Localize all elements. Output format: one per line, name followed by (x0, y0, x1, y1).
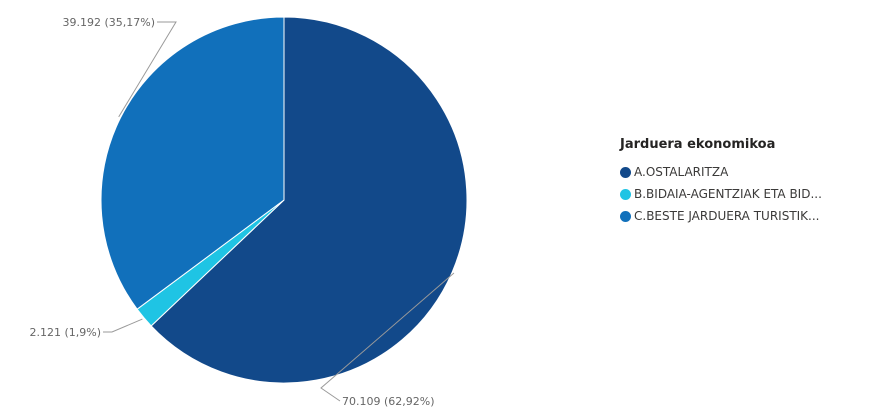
data-label-b: 2.121 (1,9%) (29, 326, 101, 339)
data-label-c: 39.192 (35,17%) (62, 16, 155, 29)
legend-label-a: A.OSTALARITZA (634, 165, 729, 179)
legend-label-c: C.BESTE JARDUERA TURISTIK... (634, 209, 820, 223)
legend-title: Jarduera ekonomikoa (620, 137, 776, 152)
data-labels: 70.109 (62,92%) 2.121 (1,9%) 39.192 (35,17… (29, 16, 434, 408)
pie-slice-a[interactable] (150, 16, 468, 384)
legend-marker-a (620, 166, 631, 178)
leader-line-c (118, 21, 177, 118)
pie-slice-c[interactable] (100, 16, 285, 310)
data-label-a: 70.109 (62,92%) (342, 395, 435, 408)
legend-marker-b (620, 188, 631, 200)
legend: Jarduera ekonomikoa A.OSTALARITZA B.BIDA… (620, 137, 822, 227)
leader-line-a (320, 272, 455, 402)
legend-item-c[interactable]: C.BESTE JARDUERA TURISTIK... (620, 205, 822, 227)
leader-line-b (103, 318, 143, 333)
legend-item-a[interactable]: A.OSTALARITZA (620, 161, 822, 183)
leader-lines (103, 21, 455, 402)
pie-slices (100, 16, 468, 384)
legend-marker-c (620, 210, 631, 222)
legend-label-b: B.BIDAIA-AGENTZIAK ETA BID... (634, 187, 822, 201)
legend-item-b[interactable]: B.BIDAIA-AGENTZIAK ETA BID... (620, 183, 822, 205)
